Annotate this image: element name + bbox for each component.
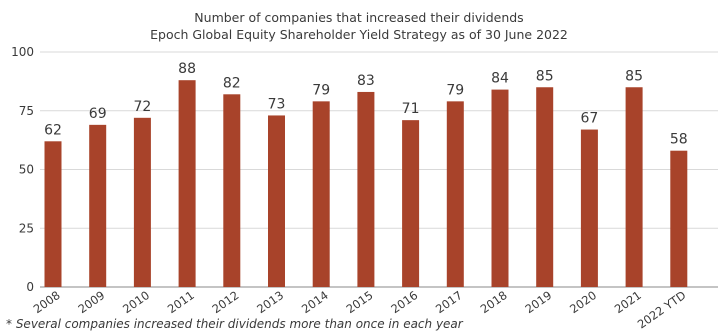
- data-label: 83: [357, 73, 375, 89]
- x-tick-label: 2012: [210, 288, 242, 316]
- y-tick-label: 25: [19, 221, 34, 235]
- data-label: 69: [89, 106, 107, 122]
- bar-2021: [625, 87, 643, 287]
- bar-2013: [268, 115, 285, 287]
- data-label: 62: [44, 122, 62, 138]
- data-label: 82: [223, 75, 241, 91]
- bar-2018: [491, 89, 509, 287]
- data-label: 67: [580, 111, 598, 127]
- chart-subtitle: Epoch Global Equity Shareholder Yield St…: [150, 27, 568, 42]
- bar-2017: [446, 101, 464, 287]
- x-tick-label: 2017: [433, 288, 465, 316]
- data-label: 85: [536, 68, 554, 84]
- y-tick-label: 100: [11, 45, 34, 59]
- x-tick-label: 2013: [254, 288, 286, 316]
- bar-2009: [89, 124, 107, 287]
- bar-2010: [133, 117, 151, 287]
- x-tick-label: 2010: [120, 288, 152, 316]
- x-tick-label: 2008: [31, 288, 63, 316]
- footnote: * Several companies increased their divi…: [6, 317, 463, 331]
- y-tick-label: 75: [19, 104, 34, 118]
- x-tick-label: 2014: [299, 288, 331, 316]
- bar-2022-ytd: [670, 150, 688, 287]
- x-tick-label: 2016: [388, 288, 420, 316]
- data-label: 84: [491, 71, 509, 87]
- bar-2015: [357, 91, 375, 287]
- x-tick-label: 2009: [75, 288, 107, 316]
- x-tick-label: 2018: [478, 288, 510, 316]
- data-label: 58: [670, 132, 688, 148]
- bar-2020: [580, 129, 598, 287]
- x-tick-label: 2021: [612, 288, 644, 316]
- data-label: 88: [178, 61, 196, 77]
- x-tick-label: 2015: [344, 288, 376, 316]
- data-label: 79: [446, 82, 464, 98]
- y-tick-label: 0: [26, 280, 34, 294]
- bar-2011: [178, 80, 196, 287]
- data-label: 71: [402, 101, 420, 117]
- bar-2014: [312, 101, 330, 287]
- bar-2008: [44, 141, 62, 287]
- bars: [44, 80, 688, 288]
- data-labels: 62 69 72 88 82 73 79 83 71 79 84 85 67 85 58: [44, 61, 688, 148]
- data-label: 79: [312, 82, 330, 98]
- gridlines: [40, 51, 718, 288]
- chart-title: Number of companies that increased their…: [194, 10, 524, 25]
- x-tick-label: 2011: [165, 288, 197, 316]
- bar-2012: [223, 94, 241, 287]
- data-label: 72: [133, 99, 151, 115]
- x-tick-label: 2020: [567, 288, 599, 316]
- y-tick-label: 50: [19, 163, 34, 177]
- bar-2016: [402, 120, 420, 288]
- x-tick-label: 2019: [522, 288, 554, 316]
- bar-2019: [536, 87, 554, 287]
- data-label: 85: [625, 68, 643, 84]
- data-label: 73: [268, 96, 286, 112]
- y-axis-ticks: 0 25 50 75 100: [11, 45, 34, 294]
- x-tick-label: 2022 YTD: [635, 288, 689, 332]
